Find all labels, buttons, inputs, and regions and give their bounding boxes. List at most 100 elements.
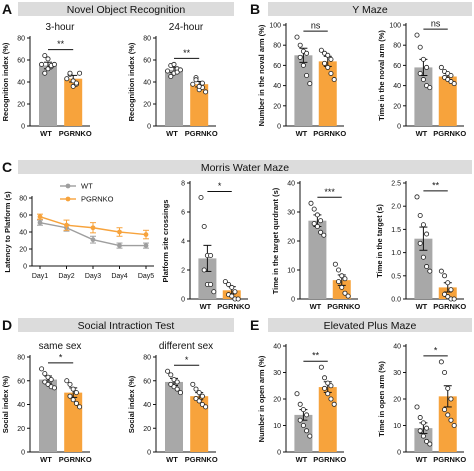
mwm-latency-point-pgrnko-4 <box>143 232 149 237</box>
epm-time-point-0-2 <box>420 420 426 426</box>
nor-24h-bar-pgrnko <box>190 84 209 126</box>
social-same-y-tick-label-4: 80 <box>17 355 25 362</box>
nor-24h-y-tick-label-3: 60 <box>143 58 151 65</box>
social-different-y-tick-label-0: 0 <box>147 450 151 457</box>
mwm-target-point-1-3 <box>448 287 454 293</box>
section-band-e <box>268 318 472 332</box>
nor-24h-point-1-6 <box>199 80 205 86</box>
social-different-point-1-2 <box>196 390 202 396</box>
mwm-target-sig-label: ** <box>432 180 440 190</box>
section-title-e: Elevated Plus Maze <box>324 320 417 332</box>
mwm-target-y-tick-label-0: 0.0 <box>391 297 401 304</box>
ymaze-number-point-0-7 <box>307 81 313 87</box>
mwm-quadrant-point-0-4 <box>311 221 317 227</box>
mwm-crossings-y-tick-label-0: 0 <box>181 297 185 304</box>
mwm-target-point-0-4 <box>417 240 423 246</box>
nor-3h-point-0-5 <box>45 56 51 62</box>
epm-time-y-tick-label-2: 20 <box>393 397 401 404</box>
epm-time-point-0-6 <box>424 438 430 444</box>
mwm-quadrant-bar-wt <box>308 220 327 299</box>
ymaze-number-point-0-5 <box>300 62 306 68</box>
ymaze-number-y-tick-label-0: 0 <box>277 124 281 131</box>
nor-24h-point-0-5 <box>171 61 177 67</box>
panel-letter-a: A <box>2 1 12 17</box>
nor-3h-point-1-6 <box>73 80 79 86</box>
mwm-crossings-point-1-7 <box>235 296 241 302</box>
social-different-y-axis-label: Social index (%) <box>127 375 136 433</box>
nor-3h-point-0-4 <box>42 70 48 76</box>
epm-time-point-1-1 <box>442 369 448 375</box>
mwm-target-point-0-0 <box>414 194 420 200</box>
ymaze-time-point-0-7 <box>427 85 433 91</box>
social-different-point-0-6 <box>174 386 180 392</box>
social-same-point-0-2 <box>45 374 51 380</box>
section-band-b <box>268 2 472 16</box>
mwm-target-y-tick-label-2: 1.0 <box>391 250 401 257</box>
social-different-point-1-0 <box>190 381 196 387</box>
ymaze-number-point-1-6 <box>328 70 334 76</box>
ymaze-time-y-tick-label-1: 20 <box>393 103 401 110</box>
epm-time-x-tick-label-1: PGRNKO <box>433 455 466 464</box>
ymaze-number-point-1-2 <box>325 52 331 58</box>
ymaze-number-point-1-3 <box>328 56 334 62</box>
mwm-quadrant-point-1-2 <box>339 273 345 279</box>
mwm-crossings-point-0-7 <box>211 289 217 295</box>
epm-time-point-0-0 <box>414 404 420 410</box>
mwm-latency-point-wt-4 <box>143 243 149 249</box>
epm-time-point-1-7 <box>451 422 457 428</box>
social-same-point-1-4 <box>67 393 73 399</box>
social-different-point-0-1 <box>168 372 174 378</box>
ymaze-number-y-tick-label-2: 40 <box>273 83 281 90</box>
nor-24h-y-tick-label-4: 80 <box>143 36 151 43</box>
nor-24h-point-0-0 <box>165 68 171 74</box>
social-different-point-1-1 <box>193 386 199 392</box>
social-same-point-1-5 <box>70 397 76 403</box>
social-same-y-tick-label-2: 40 <box>17 402 25 409</box>
mwm-latency-x-tick-label-1: Day2 <box>58 273 74 280</box>
ymaze-time-x-tick-label-0: WT <box>416 129 428 138</box>
mwm-latency-point-wt-3 <box>117 243 122 249</box>
panel-letter-c: C <box>2 159 12 175</box>
mwm-quadrant-y-tick-label-0: 0 <box>291 297 295 304</box>
nor-3h-y-tick-label-0: 0 <box>21 124 25 131</box>
ymaze-time-y-tick-label-5: 100 <box>389 23 401 30</box>
mwm-latency-x-tick-label-0: Day1 <box>32 273 48 280</box>
nor-3h-point-0-1 <box>42 53 48 59</box>
nor-3h-point-1-0 <box>64 76 70 82</box>
mwm-crossings-point-0-6 <box>208 281 214 287</box>
mwm-crossings-y-tick-label-4: 8 <box>181 181 185 188</box>
mwm-target-y-tick-label-4: 2.0 <box>391 204 401 211</box>
ymaze-number-y-tick-label-5: 100 <box>269 23 281 30</box>
mwm-target-point-0-2 <box>420 222 426 228</box>
section-title-a: Novel Object Recognition <box>67 4 186 16</box>
epm-number-point-0-5 <box>300 422 306 428</box>
epm-number-point-1-0 <box>318 364 324 370</box>
mwm-quadrant-sig-label: *** <box>324 187 335 197</box>
social-different-point-0-0 <box>165 368 171 374</box>
ymaze-number-y-tick-label-4: 80 <box>273 43 281 50</box>
mwm-target-point-1-2 <box>445 280 451 286</box>
social-same-bar-wt <box>39 379 57 452</box>
mwm-quadrant-point-0-2 <box>314 212 320 218</box>
social-different-x-tick-label-1: PGRNKO <box>185 455 218 464</box>
epm-number-y-tick-label-2: 20 <box>273 397 281 404</box>
nor-3h-title: 3-hour <box>46 22 76 33</box>
epm-time-point-1-2 <box>445 385 451 391</box>
social-different-y-tick-label-4: 80 <box>143 355 151 362</box>
social-same-point-0-3 <box>48 377 54 383</box>
mwm-crossings-x-tick-label-1: PGRNKO <box>217 302 250 311</box>
ymaze-time-y-tick-label-2: 40 <box>393 83 401 90</box>
mwm-target-point-1-7 <box>451 296 457 302</box>
section-title-d: Social Intraction Test <box>78 320 175 332</box>
ymaze-number-point-0-4 <box>297 54 303 60</box>
social-same-point-0-4 <box>42 379 48 385</box>
section-title-c: Morris Water Maze <box>201 162 289 174</box>
mwm-quadrant-point-1-3 <box>342 276 348 282</box>
social-different-x-tick-label-0: WT <box>166 455 178 464</box>
epm-number-y-axis-label: Number in open arm (%) <box>257 355 266 442</box>
nor-3h-y-axis-label: Recognition index (%) <box>1 42 10 121</box>
section-band-c <box>18 160 472 174</box>
mwm-latency-point-pgrnko-0 <box>37 214 43 220</box>
ymaze-number-x-tick-label-0: WT <box>296 129 308 138</box>
epm-time-point-0-4 <box>417 428 423 434</box>
